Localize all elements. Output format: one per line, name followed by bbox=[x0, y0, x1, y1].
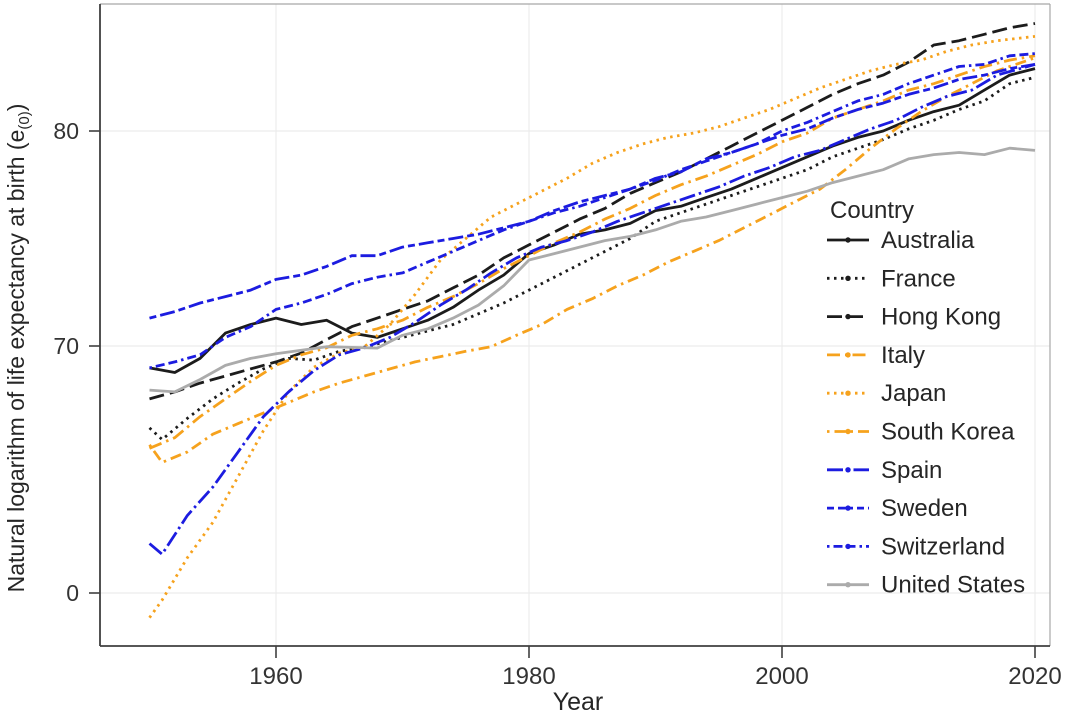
x-tick-label-1960: 1960 bbox=[249, 663, 302, 690]
legend-label-south-korea: South Korea bbox=[881, 419, 1015, 446]
legend-label-italy: Italy bbox=[881, 342, 925, 369]
legend-key-point-south-korea bbox=[845, 428, 851, 435]
series-line-south-korea bbox=[148, 56, 1036, 464]
legend-item-australia: Australia bbox=[827, 227, 975, 254]
series-line-switzerland bbox=[149, 52, 1036, 370]
legend-item-sweden: Sweden bbox=[827, 495, 968, 522]
gridlines bbox=[100, 4, 1050, 646]
legend-key-point-united-states bbox=[845, 582, 851, 588]
legend-label-united-states: United States bbox=[881, 572, 1025, 599]
legend-item-spain: Spain bbox=[827, 457, 942, 484]
legend-key-point-hong-kong bbox=[845, 313, 851, 320]
y-tick-label-0: 0 bbox=[66, 580, 79, 606]
legend-item-switzerland: Switzerland bbox=[827, 533, 1005, 560]
legend-key-point-australia bbox=[845, 237, 851, 243]
legend-label-france: France bbox=[881, 265, 956, 292]
legend-item-hong-kong: Hong Kong bbox=[827, 304, 1001, 331]
legend-item-italy: Italy bbox=[827, 342, 925, 369]
legend-item-united-states: United States bbox=[827, 572, 1025, 599]
legend: Country Australia France Hong Kong Italy Jap… bbox=[827, 197, 1025, 599]
legend-title: Country bbox=[830, 197, 914, 224]
legend-label-australia: Australia bbox=[881, 227, 975, 254]
y-tick-label-80: 80 bbox=[53, 118, 79, 144]
series-line-spain bbox=[148, 63, 1036, 556]
legend-label-japan: Japan bbox=[881, 380, 946, 407]
legend-label-hong-kong: Hong Kong bbox=[881, 304, 1001, 331]
axis-ticks: 0 70 80 1960 1980 2000 2020 bbox=[53, 118, 1061, 690]
legend-items: Australia France Hong Kong Italy Japan South … bbox=[827, 227, 1025, 599]
x-tick-label-2000: 2000 bbox=[755, 663, 808, 690]
series-line-france bbox=[148, 75, 1036, 441]
plot-frame bbox=[99, 3, 1051, 647]
legend-label-spain: Spain bbox=[881, 457, 942, 484]
x-axis-title: Year bbox=[553, 688, 604, 716]
legend-label-sweden: Sweden bbox=[881, 495, 968, 522]
legend-item-south-korea: South Korea bbox=[827, 419, 1015, 446]
series-line-italy bbox=[148, 54, 1036, 450]
y-axis-title: Natural logarithm of life expectancy at … bbox=[3, 104, 33, 593]
legend-key-point-sweden bbox=[845, 505, 851, 511]
legend-key-point-japan bbox=[845, 390, 851, 396]
series-line-japan bbox=[148, 35, 1036, 619]
legend-item-japan: Japan bbox=[827, 380, 946, 407]
series-line-sweden bbox=[149, 63, 1036, 320]
series-line-united-states bbox=[149, 146, 1036, 394]
legend-item-france: France bbox=[827, 265, 956, 292]
legend-key-point-france bbox=[845, 275, 851, 281]
series-line-hong-kong bbox=[149, 22, 1036, 401]
legend-key-point-spain bbox=[845, 467, 851, 473]
y-tick-label-70: 70 bbox=[53, 333, 79, 359]
legend-key-point-switzerland bbox=[845, 543, 851, 550]
series-lines bbox=[148, 22, 1036, 619]
x-tick-label-2020: 2020 bbox=[1008, 663, 1061, 690]
x-tick-label-1980: 1980 bbox=[502, 663, 555, 690]
legend-key-point-italy bbox=[845, 352, 851, 358]
legend-label-switzerland: Switzerland bbox=[881, 533, 1005, 560]
